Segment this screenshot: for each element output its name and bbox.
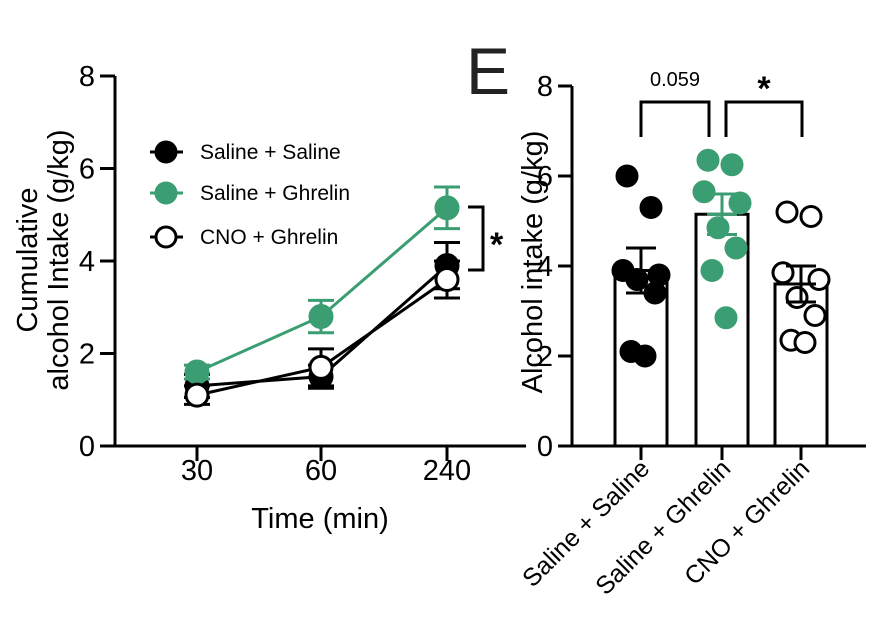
comparison-label-1: 0.059	[650, 69, 700, 91]
data-point	[720, 153, 744, 177]
y-tick-label: 2	[537, 341, 553, 373]
data-point	[625, 268, 649, 291]
legend-marker	[154, 225, 178, 249]
data-point	[728, 191, 752, 215]
x-tick-label: Saline + Ghrelin	[590, 454, 736, 600]
data-point	[775, 200, 799, 224]
data-point	[807, 268, 831, 291]
y-tick-label: 8	[537, 71, 553, 103]
data-point	[308, 304, 334, 329]
x-tick-label: 240	[423, 455, 471, 487]
y-tick-label: 2	[79, 339, 95, 371]
data-point	[724, 236, 748, 260]
legend-marker	[154, 181, 178, 205]
data-point	[615, 164, 639, 188]
data-point	[692, 180, 716, 204]
bar-group-0	[611, 164, 671, 448]
bar-group-2	[771, 200, 831, 448]
comparison-bracket-1	[639, 100, 711, 137]
data-point	[771, 261, 795, 285]
significance-bracket	[468, 205, 485, 272]
y-tick-label: 0	[79, 431, 95, 463]
legend-label: Saline + Ghrelin	[200, 182, 350, 205]
data-point	[434, 195, 460, 221]
series-2	[184, 259, 460, 408]
y-axis-label: Alcohol intake (g/kg)	[517, 131, 549, 394]
bar-group-1	[692, 148, 752, 448]
data-point	[633, 344, 657, 368]
line-chart: 0 2 4 6 8 30 60 240 Cumulative alcohol Intake …	[12, 61, 526, 535]
legend-label: Saline + Saline	[200, 141, 341, 164]
series-1	[184, 185, 460, 385]
data-point	[184, 382, 210, 408]
y-tick-label: 6	[537, 161, 553, 193]
y-tick-label: 0	[537, 431, 553, 463]
y-axis-label-line2: alcohol Intake (g/kg)	[43, 129, 75, 390]
y-tick-label: 4	[537, 251, 553, 283]
data-point	[639, 196, 663, 219]
comparison-bracket-2	[724, 100, 804, 137]
significance-star: *	[490, 226, 504, 264]
x-tick-label: 30	[181, 455, 213, 487]
data-point	[785, 286, 809, 309]
y-tick-label: 8	[79, 61, 95, 93]
data-point	[184, 359, 210, 385]
data-point	[793, 331, 817, 354]
y-tick-label: 4	[79, 246, 95, 278]
panel-label: E	[466, 34, 510, 108]
data-point	[803, 304, 827, 327]
y-axis-label-line1: Cumulative	[12, 187, 44, 332]
data-point	[700, 259, 724, 282]
y-tick-label: 6	[79, 154, 95, 186]
legend-label: CNO + Ghrelin	[200, 226, 338, 249]
x-tick-label: 60	[305, 455, 337, 487]
x-axis-label: Time (min)	[251, 503, 388, 535]
data-point	[434, 267, 460, 292]
comparison-label-2: *	[757, 70, 771, 108]
data-point	[714, 306, 738, 330]
data-point	[308, 354, 334, 380]
data-point	[696, 148, 720, 172]
legend-marker	[154, 140, 178, 164]
data-point	[799, 205, 823, 228]
